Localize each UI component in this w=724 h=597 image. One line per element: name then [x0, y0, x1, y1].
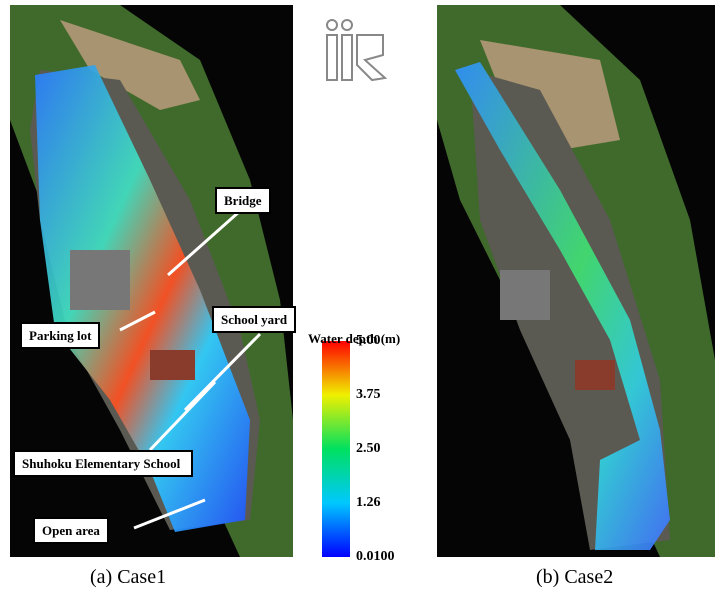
- colorbar-tick-label: 3.75: [356, 387, 381, 403]
- caption: (b) Case2: [536, 566, 613, 589]
- aerial-image-case2: [437, 5, 715, 557]
- label: Open area: [33, 517, 109, 544]
- page: {"panels": [ {"caption": "(a) Case1", "l…: [0, 0, 724, 597]
- label: Shuhoku Elementary School: [13, 450, 193, 477]
- colorbar-tick-label: 5.00: [356, 333, 381, 349]
- caption: (a) Case1: [90, 566, 166, 589]
- label: School yard: [212, 306, 296, 333]
- colorbar-title: Water depth (m): [308, 331, 400, 347]
- label: Bridge: [215, 187, 271, 214]
- colorbar-tick-label: 1.26: [356, 495, 381, 511]
- logo: [327, 20, 385, 80]
- label: Parking lot: [20, 322, 100, 349]
- colorbar-tick-label: 2.50: [356, 441, 381, 457]
- colorbar-tick-label: 0.0100: [356, 549, 395, 565]
- colorbar: [322, 341, 350, 557]
